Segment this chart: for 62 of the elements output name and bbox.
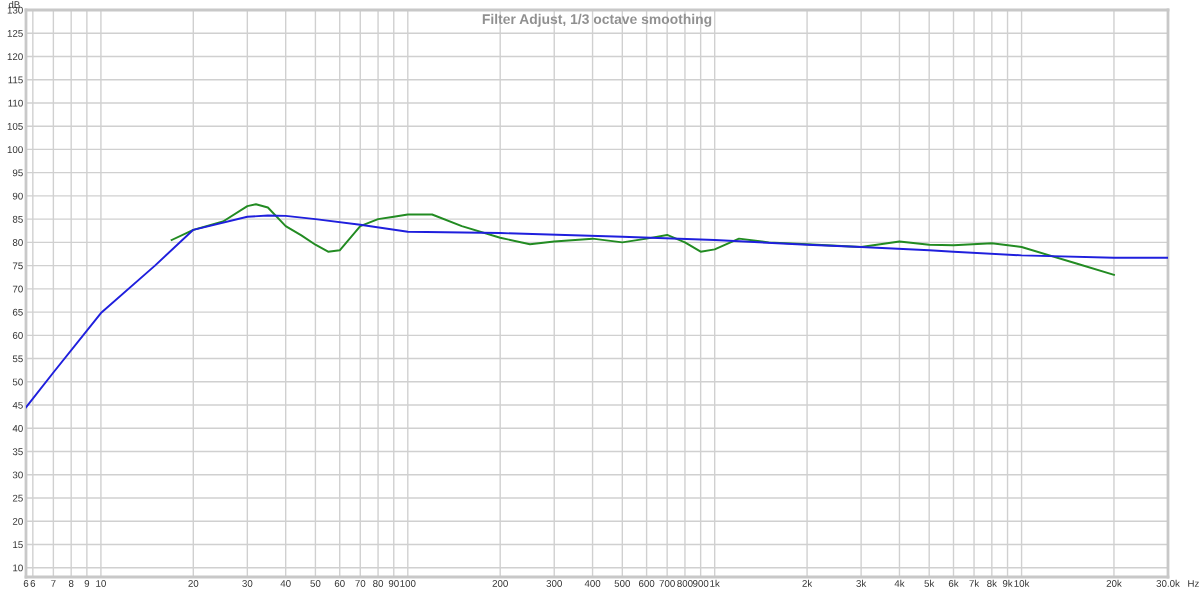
x-tick-label: 7 [51, 580, 56, 587]
x-tick-label: 6 [30, 580, 36, 587]
y-tick-label: 115 [8, 76, 23, 84]
x-tick-label: 600 [638, 580, 655, 587]
y-tick-label: 120 [7, 53, 23, 61]
x-tick-label: 2k [802, 579, 813, 587]
x-tick-label: 100 [400, 580, 416, 587]
x-tick-label: 10 [96, 580, 106, 587]
y-tick-label: 55 [12, 355, 23, 363]
y-tick-label: 90 [12, 192, 23, 200]
y-tick-label: 50 [12, 378, 23, 386]
chart-title: Filter Adjust, 1/3 octave smoothing [482, 13, 712, 27]
x-tick-label: 8 [68, 580, 74, 587]
x-tick-label: 30 [242, 580, 253, 587]
y-tick-label: 105 [7, 122, 23, 130]
x-tick-label: 20 [188, 580, 199, 587]
x-tick-label: 9 [84, 580, 90, 587]
x-tick-label: 900 [693, 580, 709, 587]
y-tick-label: 40 [12, 425, 23, 432]
x-tick-label: 5k [924, 579, 935, 587]
x-tick-label: 4k [894, 579, 905, 587]
y-tick-label: 80 [12, 239, 23, 246]
x-tick-label: 70 [355, 580, 366, 587]
y-tick-label: 110 [8, 99, 23, 107]
y-tick-label: 130 [7, 6, 23, 14]
x-tick-label: 50 [310, 580, 321, 587]
x-tick-label: 60 [334, 580, 345, 587]
x-tick-label: 40 [280, 580, 291, 587]
x-tick-label: 7k [969, 579, 980, 587]
x-axis-title: Hz [1188, 580, 1199, 587]
x-tick-label: 6 [23, 580, 29, 587]
y-tick-label: 10 [13, 564, 23, 572]
y-tick-label: 30 [12, 471, 23, 479]
y-tick-label: 85 [12, 215, 23, 223]
x-tick-label: 6k [948, 579, 959, 587]
y-tick-label: 25 [12, 494, 23, 502]
y-tick-label: 20 [12, 517, 23, 525]
x-tick-label: 200 [492, 580, 508, 587]
x-tick-label: 20k [1106, 579, 1122, 587]
y-tick-label: 95 [12, 169, 23, 177]
y-tick-label: 45 [12, 401, 23, 409]
x-tick-label: 10k [1014, 579, 1030, 587]
y-tick-label: 65 [12, 308, 23, 316]
x-tick-label: 8k [987, 579, 997, 587]
y-tick-label: 100 [7, 146, 23, 154]
x-tick-label: 500 [614, 580, 631, 587]
x-tick-label: 1k [710, 579, 720, 587]
y-tick-label: 60 [12, 332, 23, 339]
x-tick-label: 800 [677, 580, 693, 587]
x-tick-label: 300 [546, 580, 562, 587]
y-tick-label: 125 [7, 29, 23, 37]
y-tick-label: 15 [13, 541, 23, 549]
x-tick-label: 90 [388, 580, 399, 587]
x-tick-label: 3k [856, 579, 867, 587]
x-tick-label: 30.0k [1156, 579, 1180, 587]
x-tick-label: 700 [659, 580, 675, 587]
y-tick-label: 70 [12, 285, 23, 293]
x-tick-label: 80 [373, 580, 384, 587]
y-tick-label: 75 [12, 262, 23, 270]
y-tick-label: 35 [12, 448, 23, 456]
x-tick-label: 400 [584, 580, 601, 587]
x-tick-label: 9k [1002, 579, 1013, 587]
